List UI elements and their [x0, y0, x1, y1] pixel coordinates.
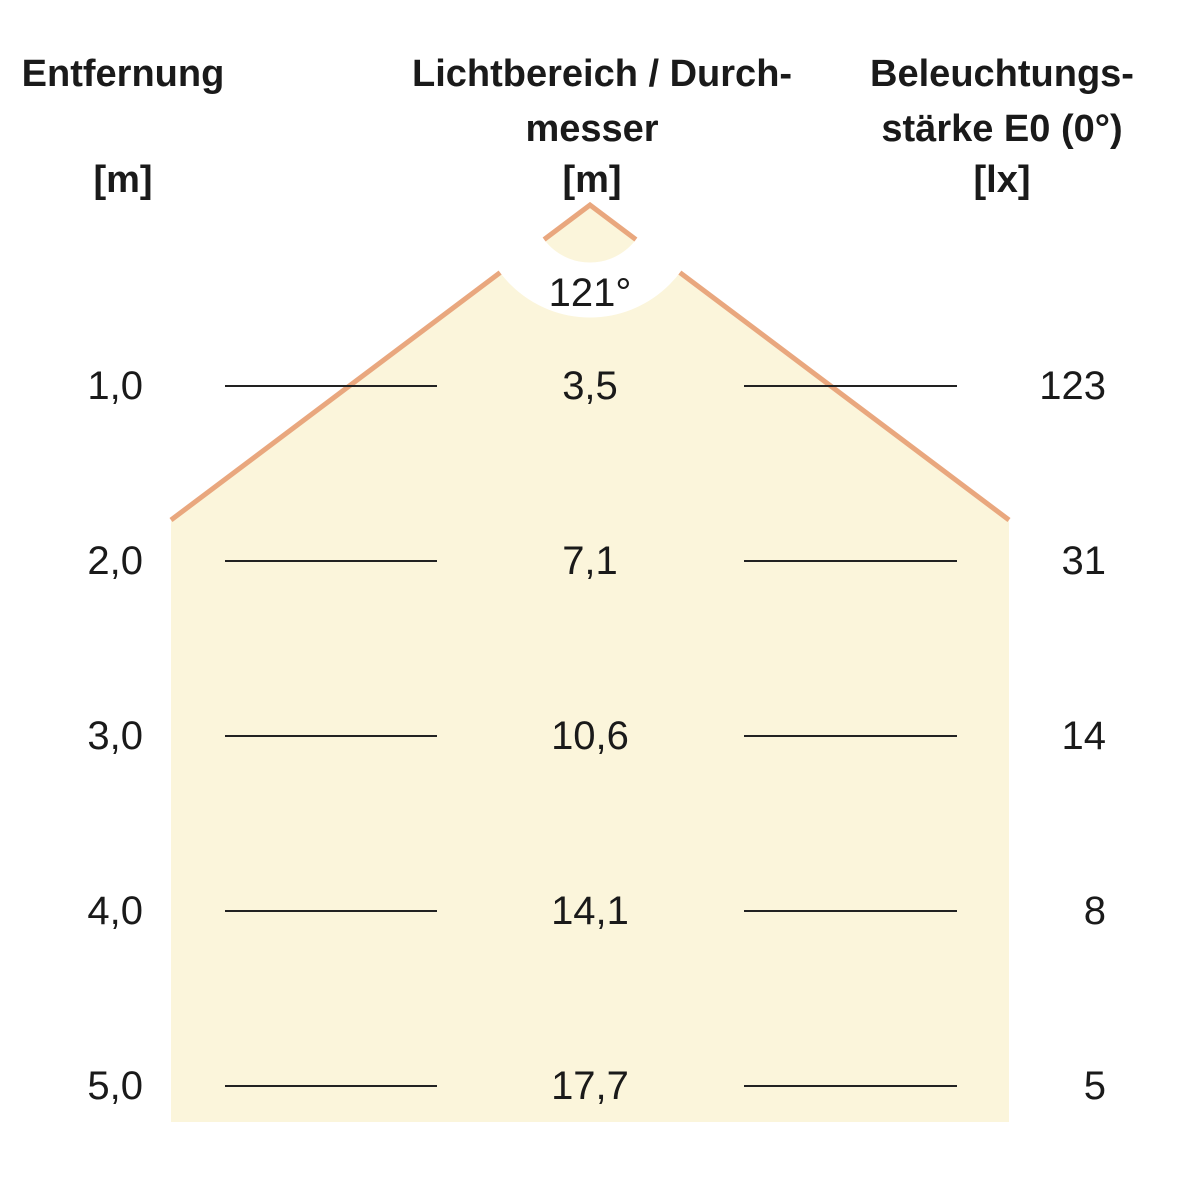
row-leader-line-right: [744, 735, 957, 737]
row-leader-line-left: [225, 910, 437, 912]
row-distance-value: 4,0: [87, 889, 143, 933]
row-illuminance-value: 8: [1083, 889, 1106, 933]
beam-angle-label: 121°: [548, 271, 632, 315]
row-distance-value: 1,0: [87, 364, 143, 408]
row-leader-line-left: [225, 1085, 437, 1087]
row-illuminance-value: 123: [1039, 364, 1106, 408]
header-illuminance-title-line2: stärke E0 (0°): [881, 108, 1123, 150]
header-diameter-title-line1: Lichtbereich / Durch-: [412, 53, 793, 95]
row-leader-line-right: [744, 1085, 957, 1087]
row-leader-line-right: [744, 385, 957, 387]
header-illuminance-title-line1: Beleuchtungs-: [870, 53, 1134, 95]
row-illuminance-value: 14: [1061, 714, 1107, 758]
row-illuminance-value: 31: [1061, 539, 1107, 583]
row-distance-value: 5,0: [87, 1064, 143, 1108]
row-leader-line-right: [744, 560, 957, 562]
row-leader-line-left: [225, 560, 437, 562]
row-leader-line-left: [225, 385, 437, 387]
header-diameter-title-line2: messer: [525, 108, 659, 150]
row-leader-line-right: [744, 910, 957, 912]
light-cone-edges: [169, 201, 1011, 522]
row-diameter-value: 7,1: [562, 539, 618, 583]
row-diameter-value: 14,1: [551, 889, 629, 933]
row-diameter-value: 3,5: [562, 364, 618, 408]
beam-angle-gap-band: [477, 92, 703, 318]
header-distance-unit: [m]: [93, 159, 153, 201]
row-diameter-value: 10,6: [551, 714, 629, 758]
light-cone-fill: [171, 205, 1009, 1122]
row-illuminance-value: 5: [1083, 1064, 1106, 1108]
row-distance-value: 3,0: [87, 714, 143, 758]
header-diameter-unit: [m]: [562, 159, 622, 201]
row-distance-value: 2,0: [87, 539, 143, 583]
row-diameter-value: 17,7: [551, 1064, 629, 1108]
header-illuminance-unit: [lx]: [973, 159, 1031, 201]
header-distance-title: Entfernung: [21, 53, 225, 95]
row-leader-line-left: [225, 735, 437, 737]
